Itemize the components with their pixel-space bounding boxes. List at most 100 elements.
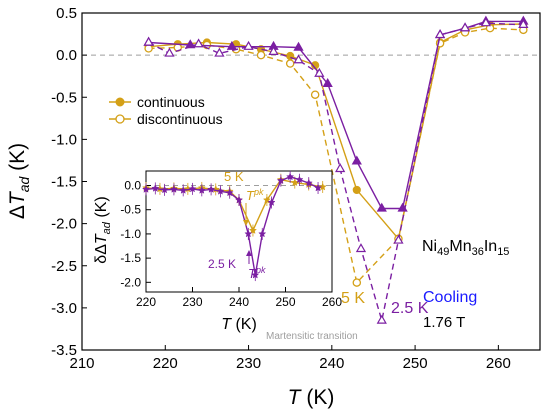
martensitic-transition-label: Martensitic transition [266, 331, 358, 342]
legend-marker-continuous [115, 97, 125, 107]
inset-data-point [141, 185, 151, 193]
main-y-tick-label: -2.0 [51, 216, 77, 233]
main-x-axis-label: T (K) [288, 386, 335, 409]
main-data-point [376, 314, 387, 324]
inset-axis-ticks: 220 230 240 250 260 0.0 -0.5 -1.0 -1.5 -2.0 [120, 179, 342, 309]
cooling-label: Cooling [423, 289, 477, 306]
inset-y-tick-label: -2.0 [120, 275, 141, 289]
main-data-point [293, 41, 304, 51]
inset-y-tick-label: -1.5 [120, 251, 141, 265]
main-y-tick-label: -1.5 [51, 174, 77, 191]
main-data-point [376, 202, 387, 212]
inset-data-point [258, 229, 267, 238]
main-data-point [256, 50, 266, 60]
main-series-group [143, 15, 529, 324]
inset-data-point [276, 176, 285, 185]
main-data-point [293, 54, 304, 64]
main-data-point [185, 39, 196, 49]
main-data-point [352, 278, 362, 287]
inset-data-point [244, 229, 253, 238]
main-data-point [480, 17, 492, 27]
main-data-point [285, 59, 295, 68]
main-data-point [434, 29, 446, 39]
main-data-point [314, 67, 325, 77]
main-data-point [226, 40, 238, 50]
inset-x-tick-label: 250 [275, 295, 295, 309]
inset-data-point [207, 185, 216, 193]
inset-x-tick-label: 220 [136, 295, 156, 309]
inset-data-point [318, 182, 327, 191]
inset-label-2-5k: 2.5 K [208, 257, 236, 271]
main-data-point [351, 155, 362, 165]
legend-label-discontinuous: discontinuous [137, 111, 223, 127]
main-x-tick-label: 230 [236, 355, 261, 372]
main-y-tick-label: 0.0 [56, 47, 77, 64]
inset-data-point [225, 188, 234, 197]
ramp-label-2-5k: 2.5 K [391, 300, 429, 317]
main-data-point [214, 47, 225, 57]
inset-x-tick-label: 230 [182, 295, 202, 309]
inset-x-axis-label: T (K) [221, 316, 257, 333]
inset-data-point [251, 270, 260, 279]
main-y-tick-label: -3.5 [51, 342, 77, 359]
inset-data-point [160, 185, 169, 194]
main-y-tick-label: -0.5 [51, 89, 77, 106]
main-x-tick-label: 240 [319, 355, 344, 372]
main-data-point [393, 234, 404, 244]
inset-data-point [179, 186, 188, 194]
inset-x-tick-label: 260 [322, 295, 342, 309]
main-y-axis-label: ΔTad (K) [6, 143, 32, 219]
main-y-tick-label: -2.5 [51, 258, 77, 275]
main-x-tick-label: 260 [486, 355, 511, 372]
main-x-tick-label: 210 [69, 355, 94, 372]
inset-y-tick-label: -0.5 [120, 203, 141, 217]
main-y-tick-label: -3.0 [51, 300, 77, 317]
inset-data-point [169, 185, 178, 193]
main-data-point [355, 243, 367, 253]
main-data-point [144, 44, 153, 53]
inset-y-tick-label: 0.0 [124, 179, 141, 193]
legend-label-continuous: continuous [137, 94, 205, 110]
inset-series-group [141, 170, 327, 282]
main-x-tick-label: 250 [403, 355, 428, 372]
main-y-tick-label: -1.0 [51, 131, 77, 148]
inset-plot-frame [145, 170, 333, 293]
main-data-point [143, 36, 154, 46]
main-data-point [243, 40, 254, 50]
main-data-point [459, 22, 471, 32]
compound-formula: Ni49Mn36In15 [422, 238, 509, 258]
main-axis-ticks: 210 220 230 240 250 260 0.5 0.0 -0.5 -1.0 -1.5 -2.0… [51, 5, 511, 372]
inset-label-5k: 5 K [224, 169, 244, 184]
inset-data-point [313, 183, 323, 192]
inset-data-point [216, 187, 225, 195]
legend-marker-discontinuous [115, 114, 125, 124]
inset-y-axis-label: δΔTad (K) [93, 196, 113, 263]
inset-arrowhead-upper [243, 220, 249, 226]
main-x-tick-label: 220 [153, 355, 178, 372]
inset-y-tick-label: -1.0 [120, 227, 141, 241]
inset-data-point [267, 198, 276, 206]
inset-data-point [248, 226, 258, 234]
main-data-point [164, 47, 175, 57]
main-series-line [148, 22, 524, 321]
main-data-point [518, 18, 529, 28]
main-data-point [268, 45, 279, 55]
inset-data-point [197, 186, 206, 194]
main-data-point [310, 90, 320, 99]
inset-data-point [304, 178, 313, 187]
inset-tpk-label-lower: Tpk [248, 265, 266, 281]
field-label: 1.76 T [423, 314, 465, 331]
inset-data-point [151, 184, 160, 192]
inset-data-point [188, 184, 197, 193]
main-data-point [335, 163, 346, 173]
ramp-label-5k: 5 K [341, 290, 365, 307]
legend: continuous discontinuous [109, 94, 223, 127]
inset-data-point [234, 195, 244, 204]
main-y-tick-label: 0.5 [56, 5, 77, 22]
main-data-point [322, 77, 333, 87]
inset-tpk-label-upper: Tpk [246, 187, 264, 203]
inset-x-tick-label: 240 [229, 295, 249, 309]
inset-data-point [295, 175, 304, 184]
main-data-point [352, 185, 361, 195]
